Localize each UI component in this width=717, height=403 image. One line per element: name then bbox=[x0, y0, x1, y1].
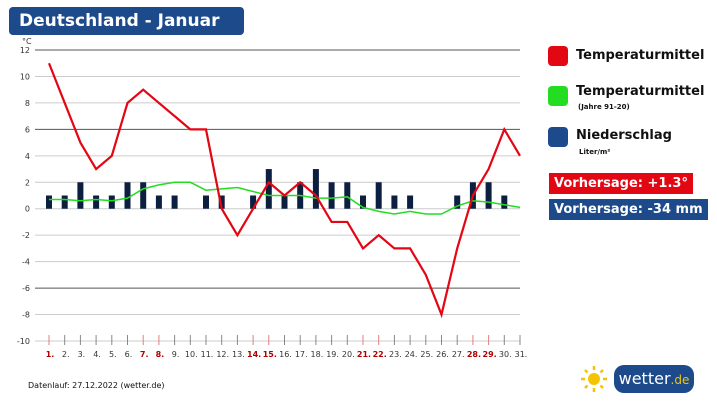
x-tick-label: 25. bbox=[420, 350, 433, 359]
x-tick-label: 31. bbox=[515, 350, 528, 359]
precip-bar bbox=[485, 182, 492, 209]
precip-bar bbox=[501, 195, 508, 209]
precip-bar bbox=[375, 182, 382, 209]
precip-bar bbox=[281, 195, 288, 209]
x-tick-label: 5. bbox=[109, 350, 117, 359]
x-tick-label: 15. bbox=[263, 350, 277, 359]
precip-bar bbox=[203, 195, 209, 209]
x-tick-label: 10. bbox=[185, 350, 198, 359]
x-tick-label: 16. bbox=[279, 350, 292, 359]
legend-swatch-temp bbox=[548, 46, 568, 66]
forecast-temp-badge: Vorhersage: +1.3° bbox=[549, 173, 693, 194]
x-tick-label: 14. bbox=[247, 350, 261, 359]
x-tick-label: 17. bbox=[295, 350, 308, 359]
x-tick-label: 23. bbox=[389, 350, 402, 359]
x-tick-label: 29. bbox=[483, 350, 497, 359]
y-tick-label: 0 bbox=[25, 205, 30, 214]
footer-datenlauf: Datenlauf: 27.12.2022 (wetter.de) bbox=[28, 381, 165, 390]
y-tick-label: -10 bbox=[17, 337, 30, 346]
precip-bar bbox=[328, 182, 335, 209]
x-tick-label: 6. bbox=[125, 350, 133, 359]
legend-sub-temp-normal: (Jahre 91-20) bbox=[578, 103, 630, 111]
x-tick-label: 19. bbox=[326, 350, 339, 359]
precip-bar bbox=[454, 195, 461, 209]
y-tick-label: 2 bbox=[25, 178, 30, 187]
y-axis-label: °C bbox=[22, 37, 32, 46]
precip-bar bbox=[391, 195, 398, 209]
x-tick-label: 9. bbox=[172, 350, 180, 359]
precip-bar bbox=[218, 195, 225, 209]
x-tick-label: 11. bbox=[201, 350, 214, 359]
precip-bar bbox=[250, 195, 257, 209]
x-tick-label: 13. bbox=[232, 350, 245, 359]
precip-bar bbox=[265, 169, 272, 209]
y-tick-label: 12 bbox=[20, 46, 30, 55]
x-tick-label: 1. bbox=[46, 350, 55, 359]
y-tick-label: -6 bbox=[22, 284, 30, 293]
sun-icon bbox=[581, 366, 607, 392]
precip-bar bbox=[171, 195, 178, 209]
y-tick-label: -8 bbox=[22, 311, 30, 320]
x-tick-label: 22. bbox=[373, 350, 387, 359]
x-tick-label: 12. bbox=[216, 350, 229, 359]
page-title: Deutschland - Januar bbox=[9, 7, 244, 35]
logo-text: wetter bbox=[618, 369, 671, 388]
y-tick-label: 10 bbox=[20, 72, 30, 81]
precip-bar bbox=[124, 182, 131, 209]
precip-bar bbox=[155, 195, 162, 209]
legend-label-temp-normal: Temperaturmittel bbox=[576, 84, 705, 99]
x-tick-label: 4. bbox=[93, 350, 101, 359]
x-tick-label: 8. bbox=[156, 350, 165, 359]
legend-sub-precip: Liter/m² bbox=[579, 148, 611, 156]
x-tick-label: 18. bbox=[311, 350, 324, 359]
precip-bar bbox=[108, 195, 115, 209]
x-tick-label: 2. bbox=[62, 350, 70, 359]
x-tick-label: 24. bbox=[405, 350, 418, 359]
x-tick-label: 21. bbox=[357, 350, 371, 359]
y-tick-label: 8 bbox=[25, 99, 30, 108]
x-tick-label: 30. bbox=[499, 350, 512, 359]
temp-line bbox=[47, 62, 521, 319]
wetter-logo[interactable]: wetter.de bbox=[614, 365, 694, 393]
precip-bar bbox=[140, 182, 147, 209]
legend-swatch-precip bbox=[548, 127, 568, 147]
chart: °C12 10 8 6 4 2 0 -2 -4 -6 -8 -10 1. 2. 3. 4. 5. 6. 7. 8. 9.… bbox=[17, 37, 528, 359]
x-tick-label: 7. bbox=[140, 350, 149, 359]
logo-suffix: .de bbox=[670, 373, 690, 387]
precip-bar bbox=[61, 195, 68, 209]
legend-label-temp: Temperaturmittel bbox=[576, 48, 705, 63]
y-tick-label: -2 bbox=[22, 231, 30, 240]
precip-bar bbox=[407, 195, 414, 209]
y-tick-label: -4 bbox=[22, 258, 30, 267]
legend-label-precip: Niederschlag bbox=[576, 128, 672, 143]
precip-bar bbox=[312, 169, 319, 209]
y-tick-label: 6 bbox=[25, 125, 30, 134]
legend-swatch-temp-normal bbox=[548, 86, 568, 106]
x-tick-label: 28. bbox=[467, 350, 481, 359]
precip-bar bbox=[344, 182, 351, 209]
forecast-rain-badge: Vorhersage: -34 mm bbox=[549, 199, 708, 220]
precip-bar bbox=[77, 182, 84, 209]
x-tick-label: 27. bbox=[452, 350, 465, 359]
precip-bar bbox=[360, 195, 366, 209]
x-tick-label: 26. bbox=[436, 350, 449, 359]
precip-bar bbox=[46, 195, 52, 209]
x-tick-label: 3. bbox=[78, 350, 86, 359]
y-tick-label: 4 bbox=[25, 152, 30, 161]
precip-bar bbox=[93, 195, 100, 209]
x-tick-label: 20. bbox=[342, 350, 355, 359]
